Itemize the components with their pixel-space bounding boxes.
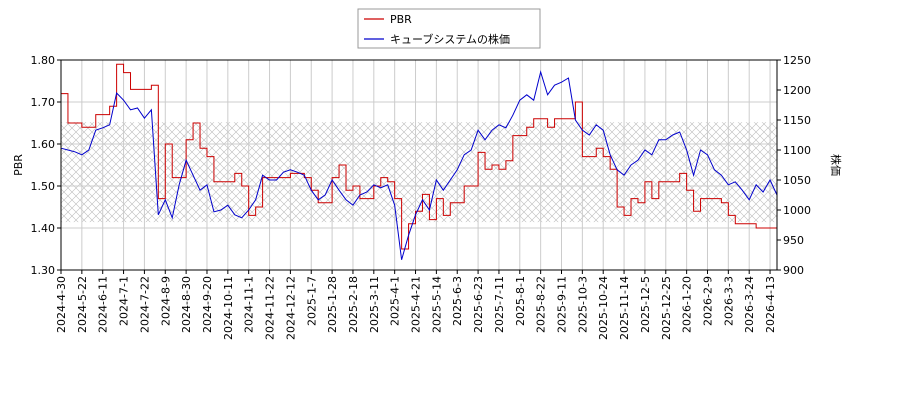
x-tick-label: 2024-10-11 — [222, 276, 235, 340]
y-tick-label: 1.60 — [31, 138, 56, 151]
x-tick-label: 2025-8-1 — [514, 276, 527, 326]
x-tick-label: 2024-8-30 — [180, 276, 193, 333]
x-tick-label: 2025-2-18 — [347, 276, 360, 333]
x-tick-label: 2024-11-22 — [264, 276, 277, 340]
x-tick-label: 2025-10-3 — [576, 276, 589, 333]
x-tick-label: 2025-9-11 — [556, 276, 569, 333]
y2-tick-label: 1000 — [783, 204, 811, 217]
y-tick-label: 1.30 — [31, 264, 56, 277]
x-tick-label: 2024-12-12 — [284, 276, 297, 340]
y-tick-label: 1.80 — [31, 54, 56, 67]
legend-label: PBR — [390, 13, 412, 26]
x-tick-label: 2025-1-28 — [326, 276, 339, 333]
y2-tick-label: 1100 — [783, 144, 811, 157]
x-tick-label: 2026-3-24 — [743, 276, 756, 333]
y2-tick-label: 900 — [783, 264, 804, 277]
y-axis-label: PBR — [12, 154, 25, 176]
x-tick-label: 2025-11-14 — [618, 276, 631, 340]
x-tick-label: 2024-9-20 — [201, 276, 214, 333]
x-tick-label: 2025-4-1 — [389, 276, 402, 326]
x-tick-label: 2026-1-20 — [681, 276, 694, 333]
x-tick-label: 2024-7-22 — [138, 276, 151, 333]
x-tick-label: 2025-1-7 — [305, 276, 318, 326]
y-tick-label: 1.70 — [31, 96, 56, 109]
x-tick-label: 2026-4-13 — [764, 276, 777, 333]
x-tick-label: 2024-6-11 — [97, 276, 110, 333]
x-tick-label: 2024-8-9 — [159, 276, 172, 326]
x-tick-label: 2024-5-22 — [76, 276, 89, 333]
y2-tick-label: 1050 — [783, 174, 811, 187]
y2-tick-label: 1250 — [783, 54, 811, 67]
x-tick-label: 2025-10-24 — [597, 276, 610, 340]
data-line — [60, 70, 778, 260]
x-tick-label: 2024-7-1 — [118, 276, 131, 326]
y2-tick-label: 950 — [783, 234, 804, 247]
x-tick-label: 2025-4-21 — [410, 276, 423, 333]
x-tick-label: 2024-11-1 — [243, 276, 256, 333]
x-tick-label: 2025-12-5 — [639, 276, 652, 333]
x-tick-label: 2025-3-11 — [368, 276, 381, 333]
legend-label: キューブシステムの株価 — [390, 32, 510, 46]
x-tick-label: 2026-2-9 — [701, 276, 714, 326]
x-tick-label: 2025-12-25 — [660, 276, 673, 340]
legend — [357, 8, 541, 49]
x-tick-label: 2025-6-3 — [451, 276, 464, 326]
x-tick-label: 2026-3-3 — [722, 276, 735, 326]
y-tick-label: 1.40 — [31, 222, 56, 235]
shaded-band — [61, 122, 777, 223]
x-tick-label: 2025-7-11 — [493, 276, 506, 333]
x-tick-label: 2025-6-23 — [472, 276, 485, 333]
y2-tick-label: 1200 — [783, 84, 811, 97]
plot-frame — [60, 59, 778, 271]
y2-tick-label: 1150 — [783, 114, 811, 127]
data-line — [61, 63, 777, 250]
x-tick-label: 2024-4-30 — [55, 276, 68, 333]
x-tick-label: 2025-8-22 — [535, 276, 548, 333]
y-tick-label: 1.50 — [31, 180, 56, 193]
x-tick-label: 2025-5-14 — [430, 276, 443, 333]
y2-axis-label: 株価 — [829, 154, 843, 176]
